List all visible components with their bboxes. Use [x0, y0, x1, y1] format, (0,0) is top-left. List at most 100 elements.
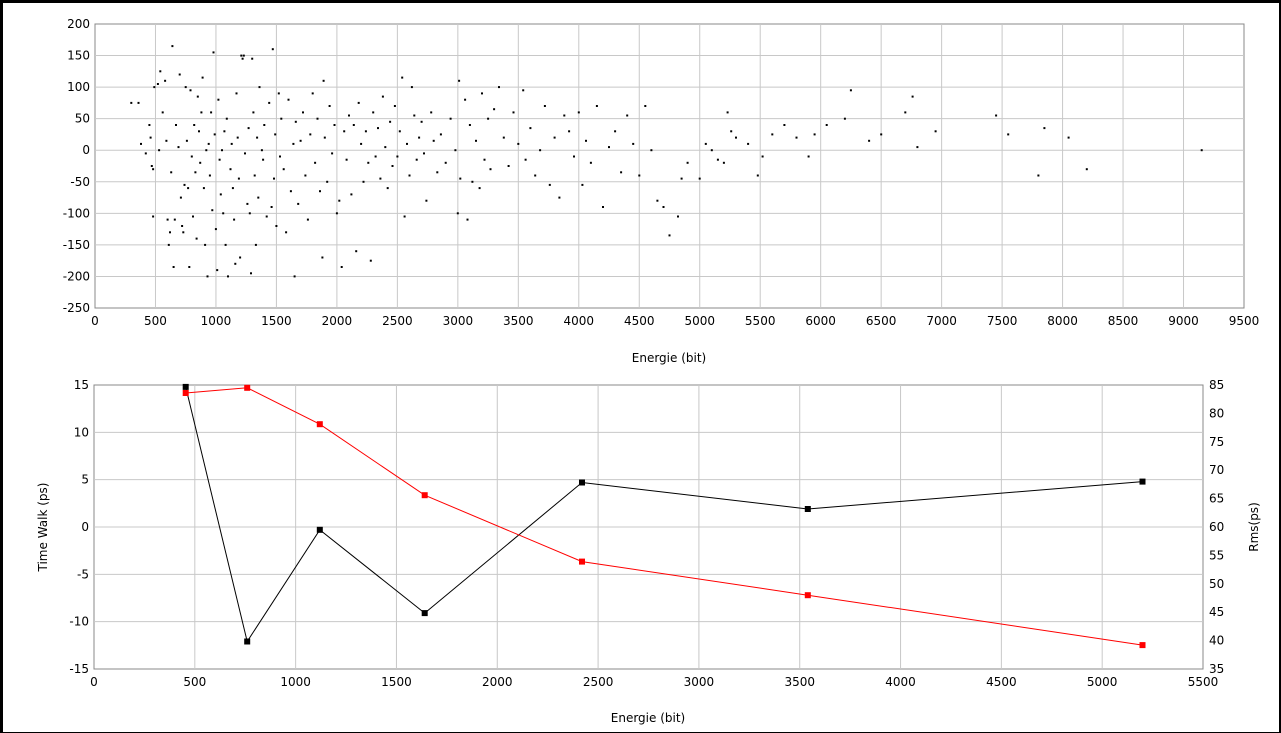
scatter-point — [372, 111, 375, 114]
scatter-point — [813, 133, 816, 136]
scatter-point — [1200, 149, 1203, 152]
scatter-point — [150, 165, 153, 167]
scatter-point — [398, 130, 401, 133]
scatter-point — [165, 139, 168, 142]
scatter-point — [280, 117, 283, 120]
scatter-point — [274, 133, 277, 136]
line-y-right-tick-label: 45 — [1209, 605, 1224, 619]
scatter-point — [391, 165, 394, 167]
scatter-x-tick-label: 1500 — [261, 314, 292, 328]
scatter-point — [379, 177, 382, 180]
scatter-x-tick-label: 3000 — [443, 314, 474, 328]
scatter-chart: 0 500 1000 1500 2000 2500 3000 3500 4000 4500 5000… — [63, 17, 1260, 365]
scatter-point — [487, 117, 490, 120]
scatter-y-tick-label: -150 — [63, 238, 90, 252]
line-y-right-tick-label: 40 — [1209, 634, 1224, 648]
scatter-point — [475, 139, 477, 142]
line-point-time-walk — [244, 638, 251, 645]
scatter-point — [187, 187, 190, 190]
scatter-point — [381, 95, 384, 98]
scatter-y-tick-label: -50 — [70, 175, 90, 189]
scatter-point — [449, 117, 452, 120]
scatter-point — [251, 57, 254, 60]
line-point-time-walk — [579, 479, 585, 486]
scatter-point — [137, 101, 140, 104]
line-x-tick-label: 1500 — [381, 675, 412, 689]
line-grid — [94, 385, 1203, 669]
scatter-point — [408, 174, 411, 177]
scatter-point — [432, 139, 435, 142]
scatter-point — [172, 266, 175, 268]
scatter-x-tick-label: 5000 — [684, 314, 715, 328]
scatter-point — [756, 174, 759, 177]
scatter-point — [360, 142, 363, 145]
scatter-point — [287, 98, 290, 101]
line-chart: 0 500 1000 1500 2000 2500 3000 3500 4000 4500 5000… — [36, 378, 1261, 725]
line-y-right-tick-label: 65 — [1209, 492, 1224, 506]
scatter-y-tick-label: -250 — [63, 301, 90, 315]
scatter-point — [502, 136, 505, 139]
scatter-point — [173, 218, 176, 221]
scatter-point — [439, 133, 442, 136]
scatter-point — [214, 228, 217, 231]
scatter-point — [466, 218, 469, 221]
line-x-tick-label: 3000 — [684, 675, 715, 689]
scatter-point — [156, 83, 159, 85]
scatter-point — [323, 136, 326, 139]
scatter-point — [233, 218, 236, 221]
scatter-point — [252, 111, 255, 114]
scatter-point — [517, 142, 520, 145]
scatter-point — [384, 146, 387, 149]
scatter-point — [218, 158, 221, 161]
scatter-point — [548, 183, 551, 186]
scatter-point — [200, 111, 203, 114]
scatter-point — [164, 79, 167, 82]
scatter-point — [311, 92, 314, 95]
scatter-point — [225, 117, 228, 120]
line-y-left-ticks: -15 -10 -5 0 5 10 15 — [69, 378, 89, 676]
scatter-point — [350, 193, 353, 196]
line-y-right-tick-label: 55 — [1209, 548, 1224, 562]
scatter-point — [183, 183, 186, 186]
scatter-point — [568, 130, 571, 133]
line-y-right-tick-label: 85 — [1209, 378, 1224, 392]
scatter-point — [343, 130, 346, 133]
scatter-plot-area — [94, 23, 1245, 309]
scatter-point — [524, 158, 527, 161]
scatter-point — [161, 111, 164, 114]
scatter-point — [423, 152, 425, 155]
line-series — [182, 383, 1146, 649]
scatter-point — [393, 105, 396, 107]
scatter-point — [253, 174, 256, 177]
scatter-point — [644, 105, 647, 107]
scatter-x-tick-label: 8500 — [1108, 314, 1139, 328]
scatter-point — [153, 86, 156, 89]
line-y-left-tick-label: 0 — [81, 520, 89, 534]
line-point-rms — [421, 492, 428, 499]
scatter-x-tick-label: 9500 — [1229, 314, 1260, 328]
scatter-point — [464, 98, 467, 101]
scatter-point — [331, 152, 334, 155]
scatter-point — [224, 243, 227, 246]
scatter-x-tick-label: 0 — [91, 314, 99, 328]
scatter-point — [573, 155, 575, 158]
line-y-right-tick-label: 35 — [1209, 662, 1224, 676]
scatter-point — [190, 155, 193, 158]
scatter-point — [783, 124, 786, 126]
scatter-point — [211, 209, 214, 212]
line-y-left-axis-label: Time Walk (ps) — [36, 483, 50, 573]
scatter-x-axis-label: Energie (bit) — [632, 351, 706, 365]
scatter-point — [152, 168, 155, 171]
scatter-point — [299, 139, 302, 142]
scatter-point — [254, 243, 257, 246]
scatter-point — [236, 136, 239, 139]
scatter-point — [326, 180, 329, 183]
scatter-point — [512, 111, 515, 114]
scatter-point — [507, 165, 510, 167]
scatter-x-tick-label: 2500 — [382, 314, 413, 328]
scatter-point — [406, 142, 408, 145]
scatter-point — [880, 133, 883, 136]
line-x-tick-label: 500 — [183, 675, 206, 689]
scatter-point — [340, 266, 343, 268]
scatter-point — [543, 105, 546, 107]
